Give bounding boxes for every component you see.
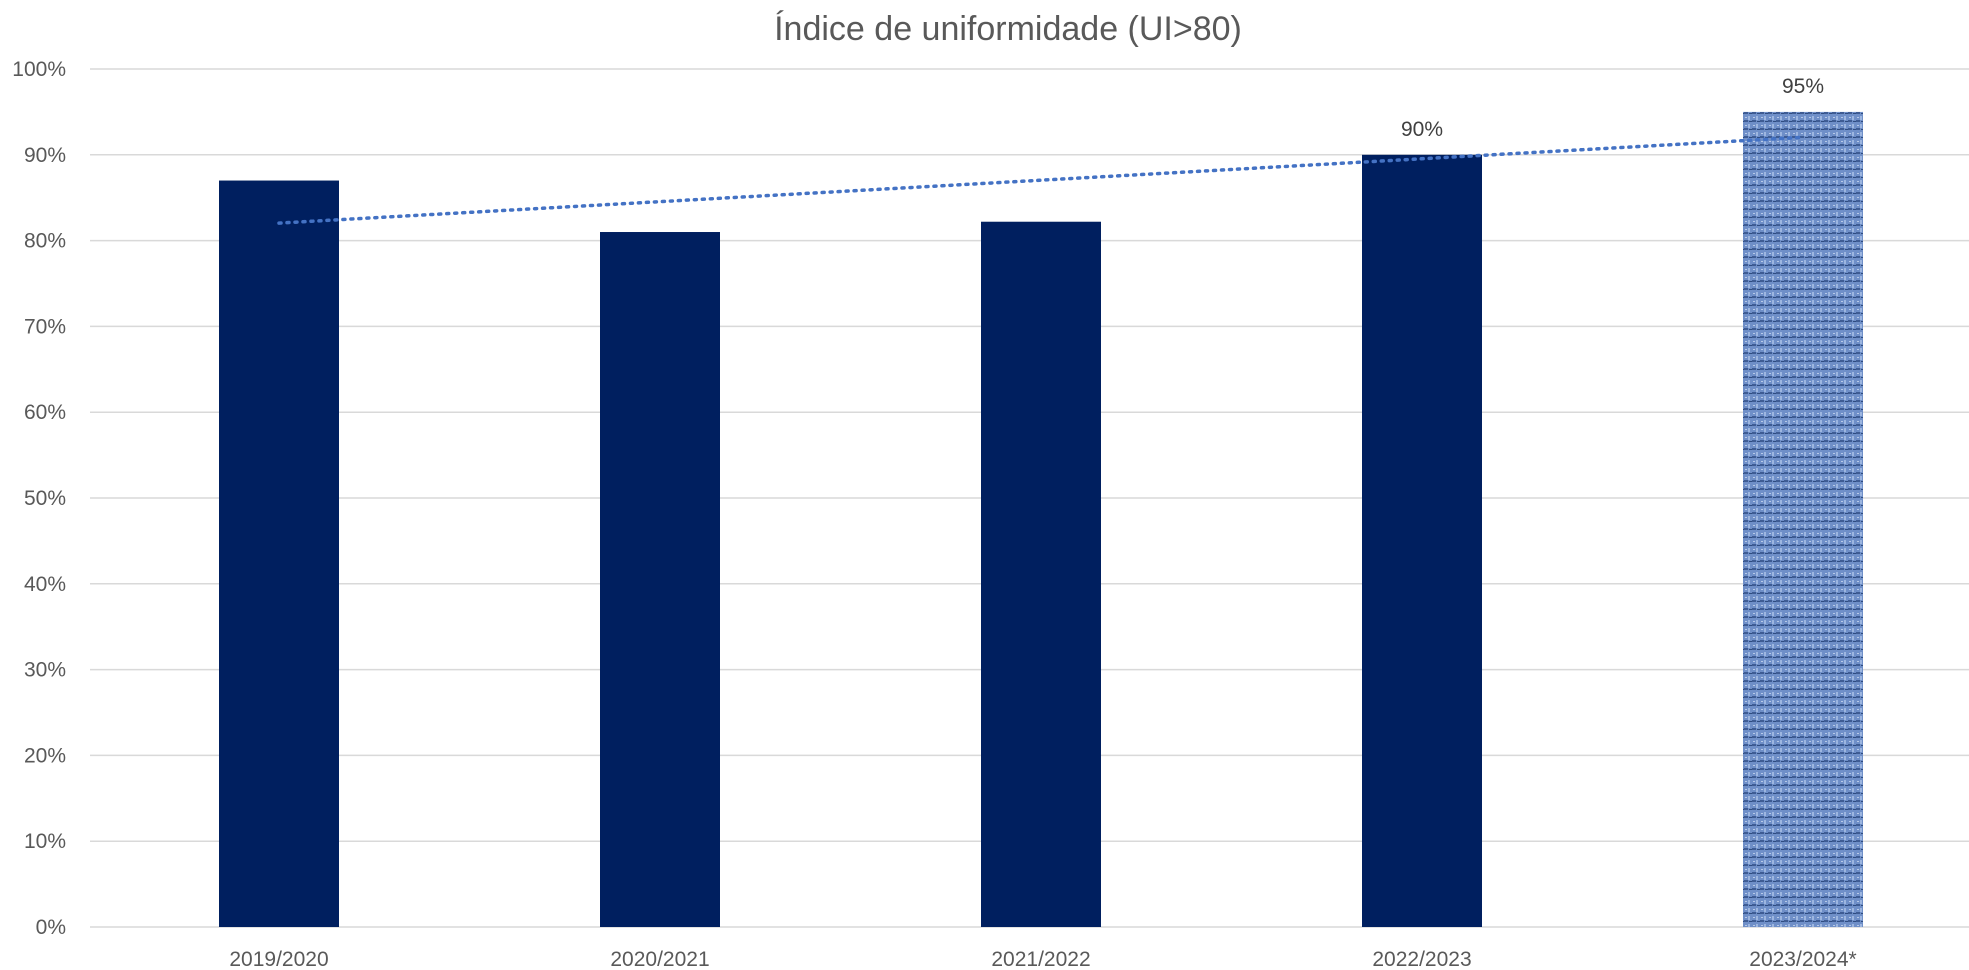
y-tick-label: 100% bbox=[12, 58, 66, 81]
y-axis-ticks: 0% 10% 20% 30% 40% 50% 60% 70% 80% 90% 100% bbox=[12, 58, 66, 939]
x-tick-label: 2022/2023 bbox=[1372, 948, 1471, 970]
bars bbox=[219, 111, 1863, 928]
bar-2021-2022 bbox=[981, 221, 1101, 927]
x-tick-label: 2019/2020 bbox=[229, 948, 328, 970]
y-tick-label: 90% bbox=[24, 144, 66, 167]
x-tick-label: 2020/2021 bbox=[610, 948, 709, 970]
x-tick-label: 2021/2022 bbox=[991, 948, 1090, 970]
bar-2020-2021 bbox=[600, 232, 720, 927]
bar-2023-2024- bbox=[1743, 111, 1863, 927]
x-axis-ticks: 2019/2020 2020/2021 2021/2022 2022/2023 2023… bbox=[229, 948, 1856, 970]
y-tick-label: 60% bbox=[24, 401, 66, 424]
data-label: 95% bbox=[1782, 75, 1824, 98]
chart-title: Índice de uniformidade (UI>80) bbox=[774, 10, 1242, 48]
y-tick-label: 50% bbox=[24, 487, 66, 510]
y-tick-label: 80% bbox=[24, 230, 66, 253]
y-tick-label: 10% bbox=[24, 830, 66, 853]
trendline-group bbox=[277, 135, 1805, 225]
y-tick-label: 20% bbox=[24, 744, 66, 767]
y-tick-label: 40% bbox=[24, 573, 66, 596]
trendline bbox=[277, 135, 1805, 225]
y-tick-label: 0% bbox=[36, 916, 66, 939]
bar-2022-2023 bbox=[1362, 154, 1482, 928]
x-tick-label: 2023/2024* bbox=[1749, 948, 1856, 970]
y-tick-label: 70% bbox=[24, 315, 66, 338]
data-label: 90% bbox=[1401, 118, 1443, 141]
y-tick-label: 30% bbox=[24, 659, 66, 682]
bar-2019-2020 bbox=[219, 180, 339, 928]
data-labels: 90% 95% bbox=[1401, 75, 1824, 141]
